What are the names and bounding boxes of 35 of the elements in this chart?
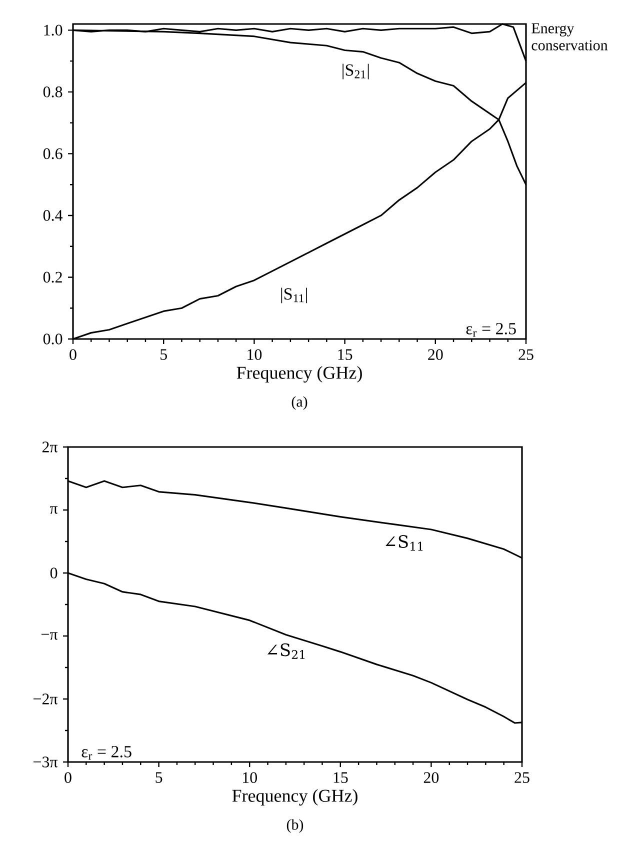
y-tick-label: 0.8 xyxy=(43,86,62,98)
text: (a) xyxy=(292,396,308,410)
x-axis-title: Frequency (GHz) xyxy=(236,366,362,383)
x-tick-label: 20 xyxy=(424,772,439,783)
x-tick-label: 10 xyxy=(243,772,257,783)
y-tick-label: 1.0 xyxy=(44,24,62,36)
series-label: |S$_{11}$| xyxy=(281,288,307,304)
annotation: ε$_{r}$ = 2.5 xyxy=(466,322,516,337)
x-tick-label: 15 xyxy=(334,772,348,783)
x-tick-label: 15 xyxy=(338,349,352,360)
x-tick-label: 10 xyxy=(248,349,262,360)
series-label: ∠S$_{11}$ xyxy=(386,535,423,551)
text: (b) xyxy=(286,819,304,833)
x-tick-label: 25 xyxy=(514,772,530,783)
y-tick-label: 0.2 xyxy=(43,272,62,283)
y-tick-label: −π xyxy=(41,632,58,640)
y-tick-label: 0.0 xyxy=(43,334,62,344)
y-tick-label: 0.4 xyxy=(43,210,63,221)
y-tick-label: 2π xyxy=(42,442,58,452)
y-tick-label: −3π xyxy=(33,756,58,768)
series-label: Energy conservation xyxy=(532,23,608,50)
annotation: ε$_{r}$ = 2.5 xyxy=(82,746,132,760)
x-tick-label: 0 xyxy=(64,772,72,783)
y-tick-label: 0 xyxy=(50,568,58,578)
x-tick-label: 5 xyxy=(156,772,162,783)
x-tick-label: 20 xyxy=(428,349,443,360)
y-tick-label: π xyxy=(50,506,58,514)
y-tick-label: −2π xyxy=(33,694,58,704)
series-label: ∠S$_{21}$ xyxy=(268,643,304,659)
series-label: |S$_{21}$| xyxy=(342,64,369,80)
y-tick-label: 0.6 xyxy=(43,148,62,160)
x-tick-label: 0 xyxy=(70,349,76,360)
x-tick-label: 25 xyxy=(518,349,534,360)
x-tick-label: 5 xyxy=(160,349,167,360)
x-axis-title: Frequency (GHz) xyxy=(232,789,358,806)
